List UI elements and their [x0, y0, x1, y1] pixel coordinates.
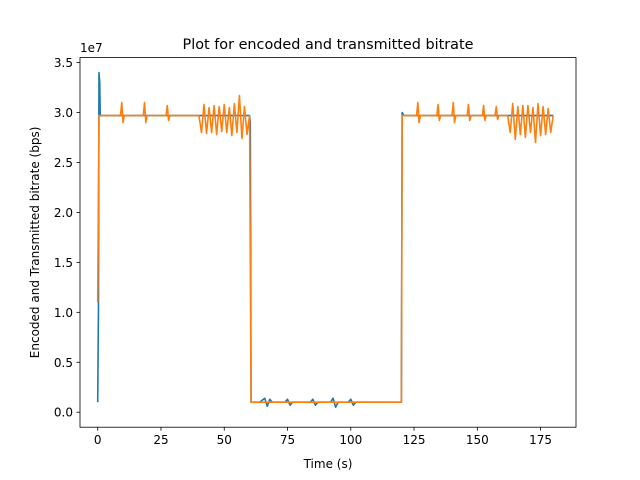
x-axis-label: Time (s) — [303, 457, 353, 471]
y-axis-ticks: 0.0 0.5 1.0 1.5 2.0 2.5 3.0 3.5 — [54, 56, 80, 420]
chart-title: Plot for encoded and transmitted bitrate — [183, 37, 474, 53]
x-tick-label: 75 — [280, 433, 295, 447]
x-tick-label: 100 — [339, 433, 362, 447]
y-tick-label: 0.0 — [54, 406, 73, 420]
y-axis-label: Encoded and Transmitted bitrate (bps) — [28, 127, 42, 359]
x-tick-label: 125 — [403, 433, 426, 447]
y-axis-offset-label: 1e7 — [80, 41, 103, 55]
x-tick-label: 25 — [153, 433, 168, 447]
y-tick-label: 1.0 — [54, 306, 73, 320]
x-tick-label: 50 — [217, 433, 232, 447]
y-tick-label: 1.5 — [54, 256, 73, 270]
y-tick-label: 2.5 — [54, 156, 73, 170]
x-axis-ticks: 0 25 50 75 100 125 150 175 — [94, 427, 552, 447]
series-line-2 — [96, 94, 555, 404]
axes-frame — [79, 57, 577, 428]
plot-lines — [96, 71, 555, 409]
y-tick-label: 2.0 — [54, 206, 73, 220]
y-tick-label: 3.0 — [54, 106, 73, 120]
x-tick-label: 0 — [94, 433, 102, 447]
y-tick-label: 0.5 — [54, 356, 73, 370]
x-tick-label: 150 — [466, 433, 489, 447]
x-tick-label: 175 — [529, 433, 552, 447]
y-tick-label: 3.5 — [54, 56, 73, 70]
